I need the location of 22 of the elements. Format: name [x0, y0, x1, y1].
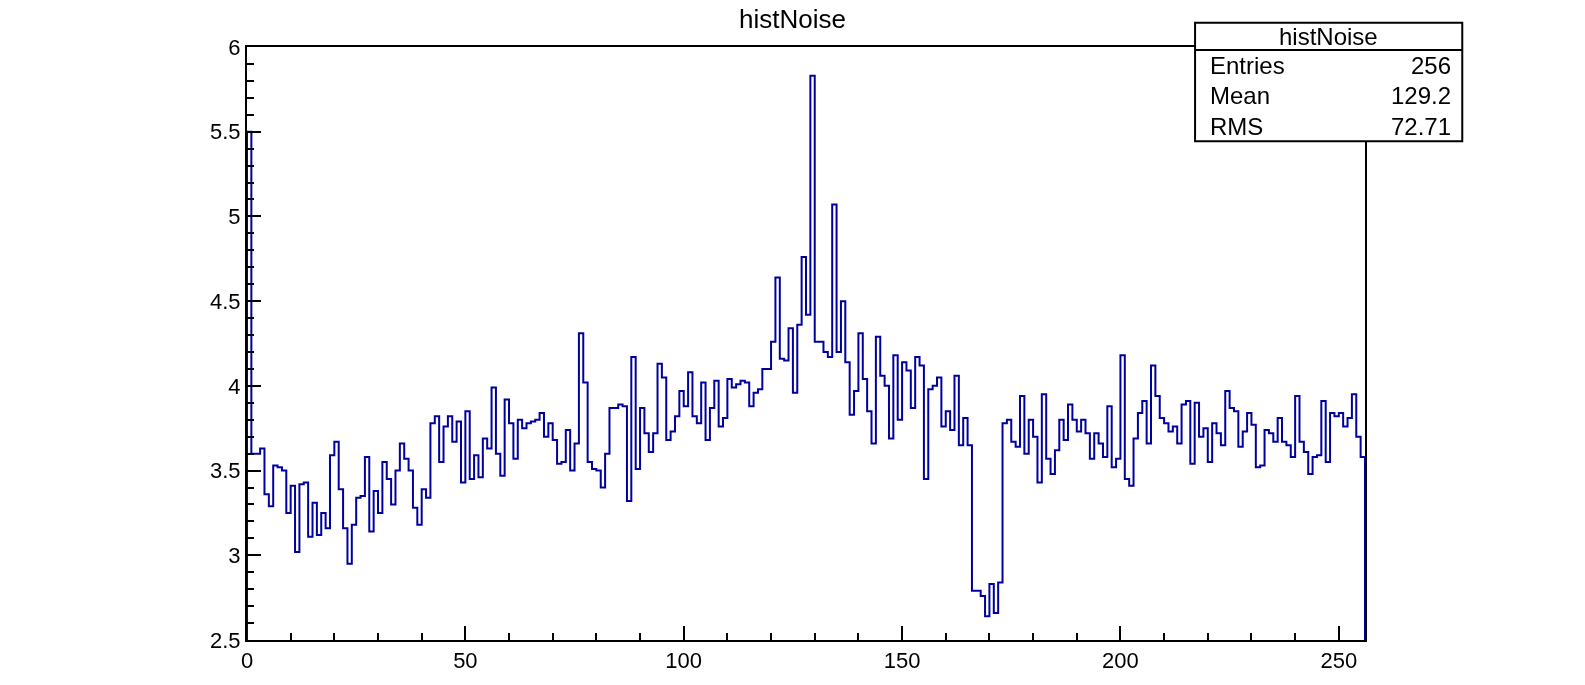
y-tick-label: 3 [228, 542, 241, 568]
x-tick-label: 250 [1320, 648, 1358, 674]
annotation: RMS [1210, 113, 1264, 140]
x-tick-label: 100 [665, 648, 703, 674]
y-tick-label: 6 [228, 34, 241, 60]
text: 256 [1411, 52, 1452, 79]
x-tick-label: 50 [453, 648, 478, 674]
y-tick-label: 5 [228, 204, 241, 230]
y-tick-label: 2.5 [210, 627, 241, 653]
x-tick-label: 200 [1102, 648, 1139, 674]
annotation: histNoise [1279, 23, 1378, 50]
y-tick-label: 4 [228, 373, 241, 399]
chart-title: histNoise [739, 4, 846, 35]
x-tick-label: 150 [883, 648, 921, 674]
annotation: Entries [1210, 52, 1285, 79]
y-tick-label: 3.5 [210, 458, 241, 484]
text: 129.2 [1391, 82, 1452, 109]
x-tick-label: 0 [240, 648, 254, 674]
annotation: Mean [1210, 82, 1271, 109]
y-tick-label: 5.5 [210, 119, 241, 145]
y-tick-label: 4.5 [210, 288, 241, 314]
text: 72.71 [1391, 113, 1452, 140]
